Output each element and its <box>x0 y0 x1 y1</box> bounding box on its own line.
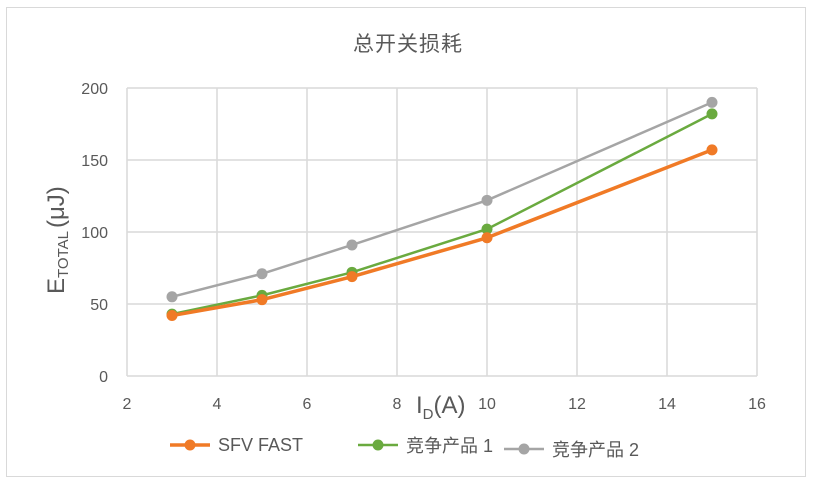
x-tick-label: 14 <box>658 396 676 413</box>
series-line <box>171 101 713 299</box>
legend: SFV FAST 竞争产品 1 竞争产品 2 <box>0 432 816 462</box>
x-tick-label: 8 <box>393 396 402 413</box>
legend-label: 竞争产品 1 <box>406 436 494 456</box>
y-tick-label: 0 <box>99 369 108 386</box>
data-point <box>256 294 268 306</box>
legend-item-competitor-2: 竞争产品 2 <box>502 436 639 462</box>
data-point <box>706 144 718 156</box>
chart-frame <box>6 7 806 477</box>
data-point <box>481 232 493 244</box>
data-point <box>166 291 178 303</box>
legend-marker-icon <box>502 439 546 459</box>
y-tick-label: 150 <box>81 153 108 170</box>
data-point <box>166 310 178 322</box>
legend-marker-icon <box>356 435 400 455</box>
chart-title: 总开关损耗 <box>353 32 463 56</box>
x-tick-label: 4 <box>213 396 222 413</box>
data-point <box>256 268 268 280</box>
y-tick-label: 200 <box>81 81 108 98</box>
legend-item-competitor-1: 竞争产品 1 <box>356 432 493 458</box>
x-tick-label: 10 <box>478 396 496 413</box>
data-point <box>706 96 718 108</box>
data-point <box>346 271 358 283</box>
legend-label: 竞争产品 2 <box>552 440 640 460</box>
x-axis-title: ID(A) <box>416 392 466 423</box>
legend-item-sfv-fast: SFV FAST <box>168 432 303 458</box>
y-tick-label: 100 <box>81 225 108 242</box>
data-point <box>706 108 718 120</box>
legend-marker-icon <box>168 435 212 455</box>
data-point <box>481 223 493 235</box>
data-point <box>481 194 493 206</box>
legend-label: SFV FAST <box>218 434 304 455</box>
x-tick-label: 12 <box>568 396 586 413</box>
x-tick-label: 2 <box>123 396 132 413</box>
data-point <box>346 239 358 251</box>
y-tick-label: 50 <box>90 297 108 314</box>
y-axis-title: ETOTAL(μJ) <box>43 186 72 294</box>
x-tick-label: 16 <box>748 396 766 413</box>
x-tick-label: 6 <box>303 396 312 413</box>
